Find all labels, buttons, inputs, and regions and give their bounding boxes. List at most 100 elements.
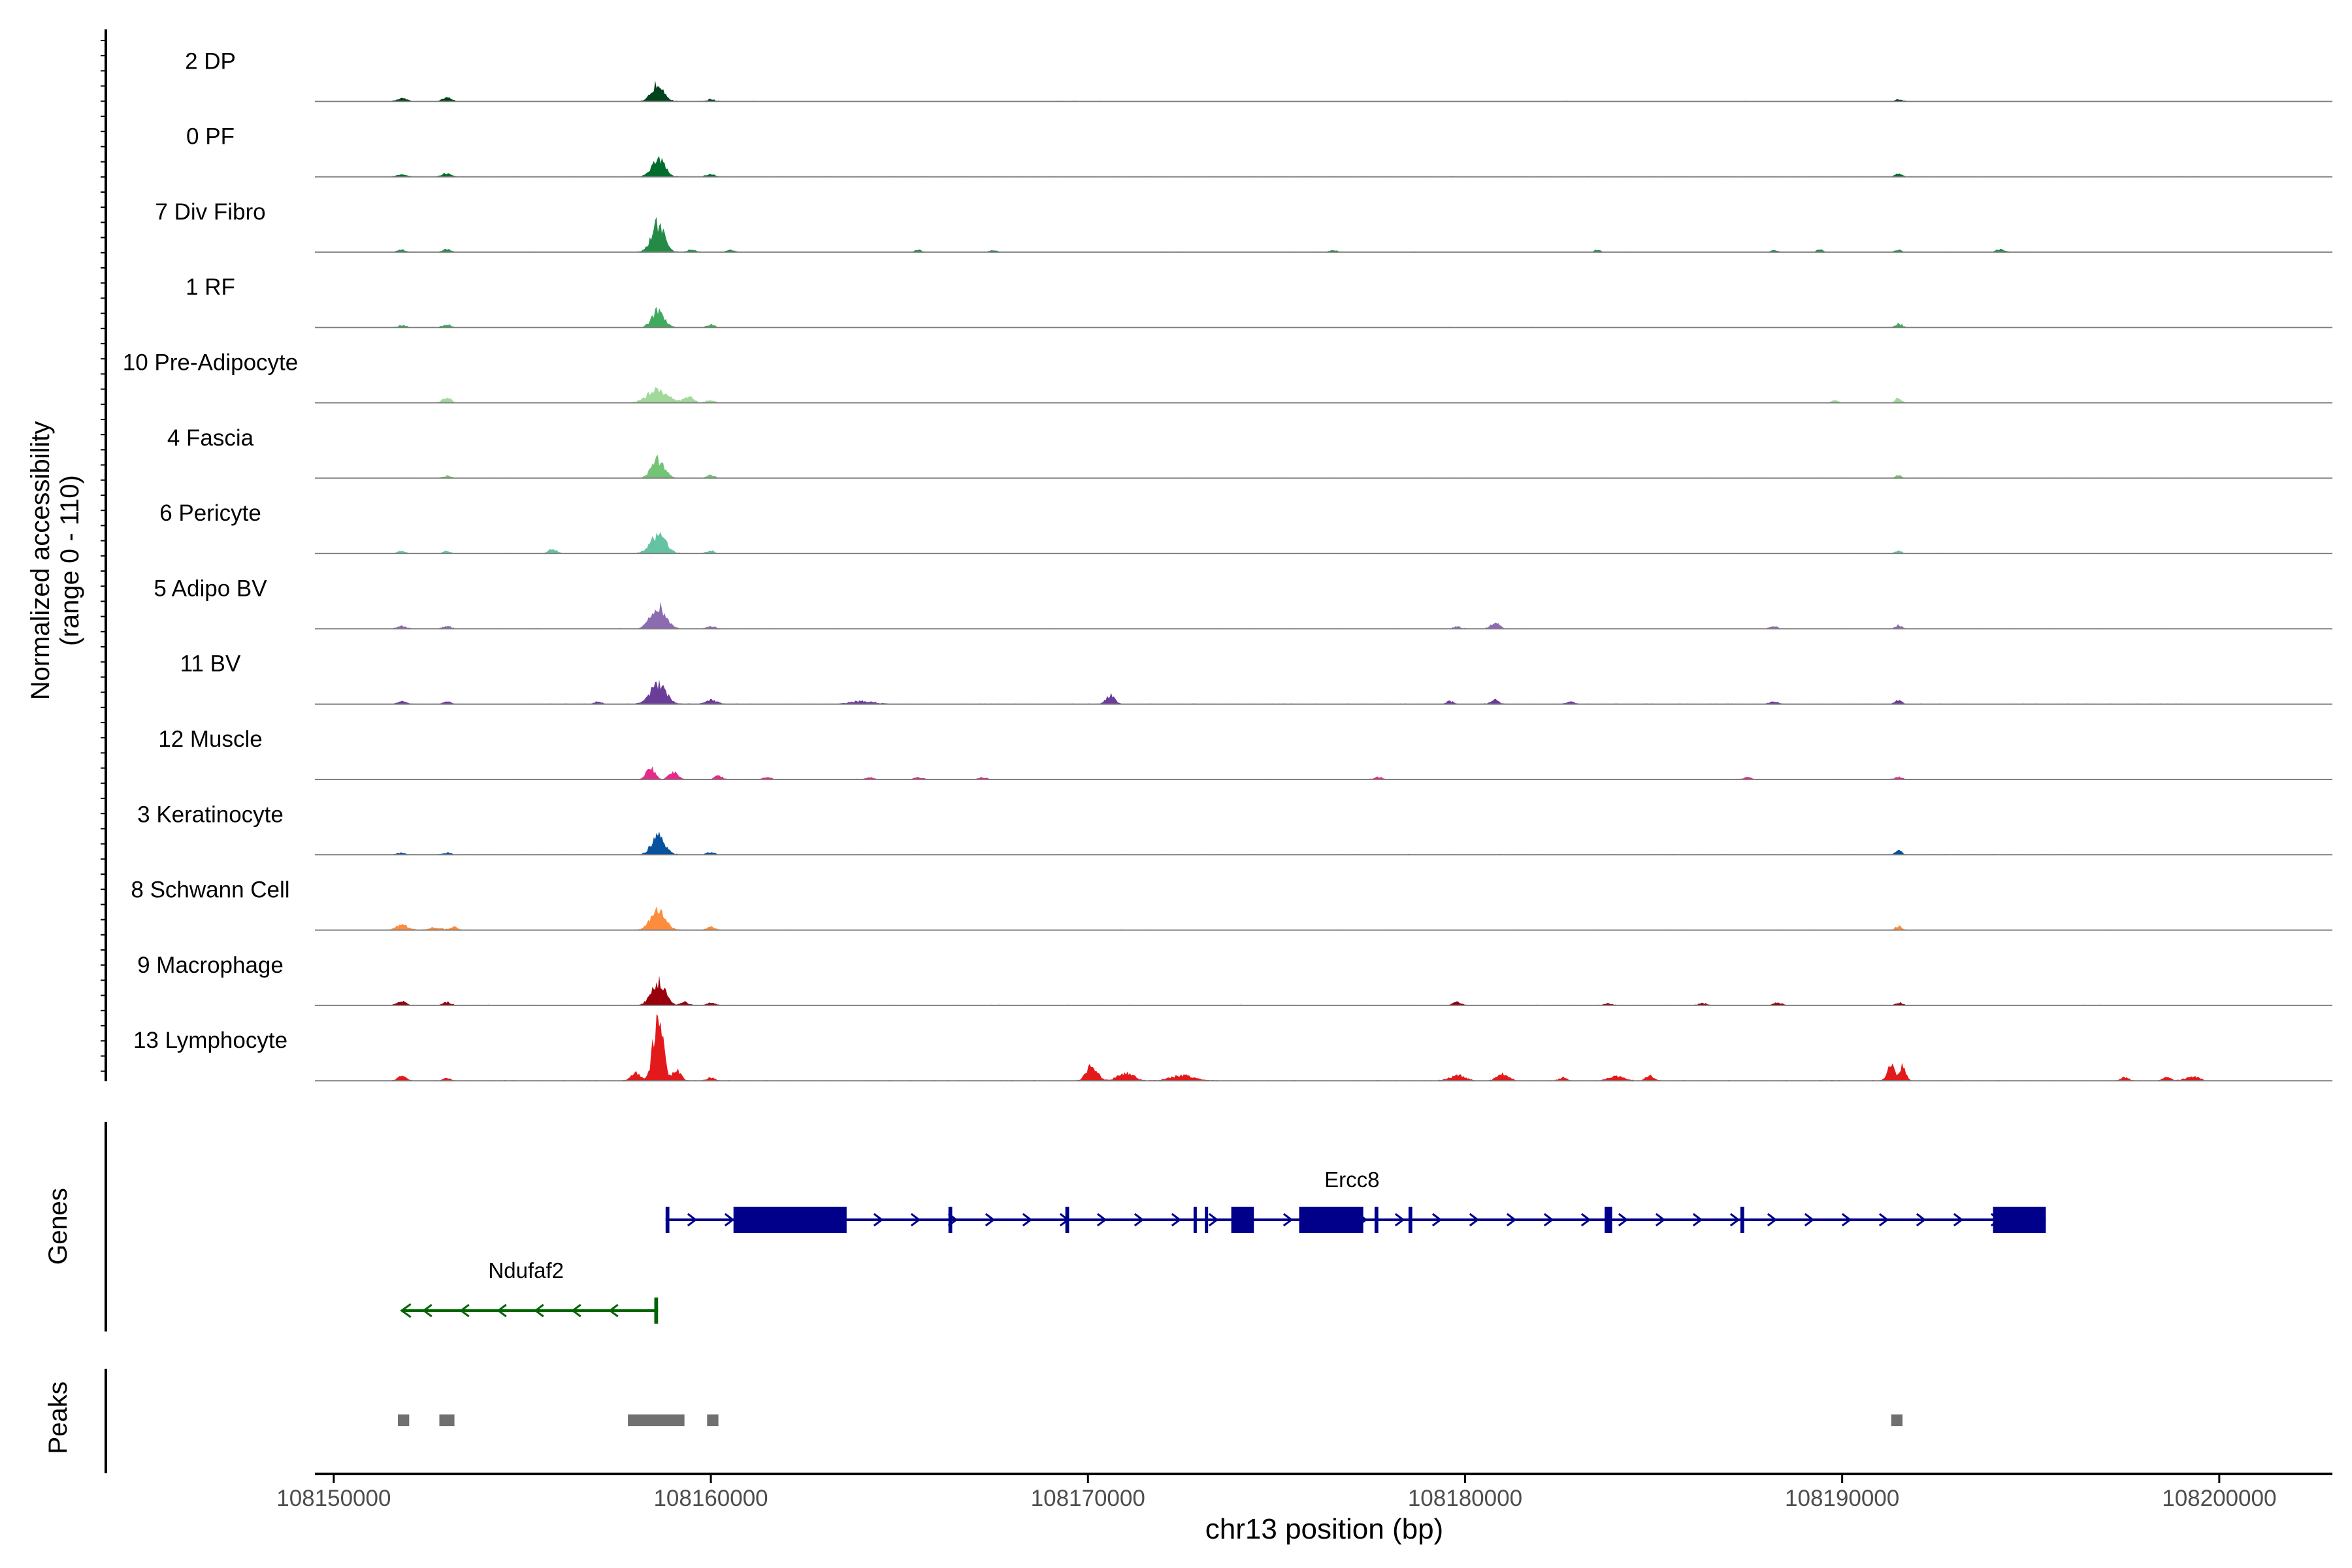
track-8-schwann-cell: 8 Schwann Cell (131, 877, 2332, 931)
strand-chevron (459, 1303, 470, 1318)
coverage-area (360, 156, 2204, 177)
exon (1993, 1207, 2046, 1233)
exon (1605, 1207, 1612, 1233)
exon (654, 1298, 659, 1324)
strand-chevron (1767, 1213, 1778, 1227)
track-2-dp: 2 DP (185, 48, 2332, 103)
track-label: 6 Pericyte (159, 500, 261, 526)
axes: 108150000 108160000 108170000 108180000 1081… (101, 29, 2332, 1511)
track-1-rf: 1 RF (186, 274, 2332, 329)
exon (733, 1207, 847, 1233)
peak-region (707, 1414, 719, 1426)
y-axis-label: Normalized accessibility (26, 421, 55, 700)
coverage-area (360, 455, 2204, 478)
track-label: 2 DP (185, 48, 236, 74)
strand-chevron (534, 1303, 544, 1318)
peak-region (628, 1414, 685, 1426)
track-label: 0 PF (186, 124, 235, 150)
strand-chevron (571, 1303, 581, 1318)
coverage-area (360, 532, 2204, 554)
strand-chevron (497, 1303, 507, 1318)
coverage-area (360, 387, 2204, 403)
coverage-area (360, 80, 2204, 102)
track-6-pericyte: 6 Pericyte (159, 500, 2332, 555)
track-10-pre-adipocyte: 10 Pre-Adipocyte (123, 350, 2332, 404)
strand-chevron (1841, 1213, 1852, 1227)
track-11-bv: 11 BV (180, 651, 2332, 705)
strand-chevron (422, 1303, 433, 1318)
exon (665, 1207, 670, 1233)
strand-chevron (985, 1213, 996, 1227)
track-9-macrophage: 9 Macrophage (137, 953, 2332, 1006)
track-13-lymphocyte: 13 Lymphocyte (133, 1014, 2332, 1082)
exon (1374, 1207, 1379, 1233)
track-label: 9 Macrophage (137, 953, 284, 978)
coverage-area (360, 975, 2204, 1005)
strand-arrow (400, 1303, 412, 1318)
strand-chevron (1543, 1213, 1554, 1227)
strand-chevron (608, 1303, 619, 1318)
x-tick-label: 108160000 (653, 1486, 768, 1511)
coverage-area (360, 217, 2204, 252)
peak-region (439, 1414, 455, 1426)
exon (1205, 1207, 1209, 1233)
track-4-fascia: 4 Fascia (167, 425, 2332, 479)
exon (1408, 1207, 1413, 1233)
strand-chevron (910, 1213, 921, 1227)
strand-chevron (873, 1213, 884, 1227)
strand-chevron (1431, 1213, 1443, 1227)
coverage-area (360, 306, 2204, 328)
track-label: 8 Schwann Cell (131, 877, 289, 903)
track-label: 10 Pre-Adipocyte (123, 350, 298, 376)
strand-chevron (724, 1213, 735, 1227)
coverage-area (360, 906, 2204, 930)
x-tick-label: 108150000 (276, 1486, 391, 1511)
coverage-area (360, 766, 2204, 779)
exon (1740, 1207, 1744, 1233)
peak-region (1891, 1414, 1903, 1426)
strand-chevron (1022, 1213, 1033, 1227)
track-0-pf: 0 PF (186, 124, 2332, 178)
y-axis-label-range: (range 0 - 110) (56, 475, 84, 646)
x-tick-label: 108190000 (1785, 1486, 1899, 1511)
x-tick-label: 108200000 (2162, 1486, 2276, 1511)
strand-chevron (1953, 1213, 1964, 1227)
coverage-area (360, 679, 2204, 704)
exon (1231, 1207, 1254, 1233)
exon (1065, 1207, 1070, 1233)
strand-chevron (1096, 1213, 1107, 1227)
strand-chevron (1580, 1213, 1592, 1227)
strand-chevron (1506, 1213, 1517, 1227)
coverage-tracks: 2 DP 0 PF 7 Div Fibro 1 RF 10 Pre-Adipocyte 4… (123, 48, 2332, 1082)
track-7-div-fibro: 7 Div Fibro (155, 199, 2332, 253)
coverage-area (360, 831, 2204, 855)
track-label: 1 RF (186, 274, 235, 300)
gene-ndufaf2: Ndufaf2 (400, 1258, 659, 1324)
track-label: 5 Adipo BV (154, 576, 267, 601)
peaks-panel-label: Peaks (44, 1381, 73, 1454)
strand-chevron (1878, 1213, 1889, 1227)
track-label: 11 BV (180, 651, 241, 677)
strand-chevron (1655, 1213, 1666, 1227)
track-label: 3 Keratinocyte (137, 802, 284, 827)
exon (948, 1207, 953, 1233)
track-label: 7 Div Fibro (155, 199, 265, 225)
strand-chevron (1692, 1213, 1703, 1227)
strand-chevron (1469, 1213, 1480, 1227)
strand-chevron (1394, 1213, 1405, 1227)
x-axis-label: chr13 position (bp) (1205, 1513, 1443, 1545)
track-12-muscle: 12 Muscle (158, 727, 2332, 780)
track-label: 12 Muscle (158, 727, 263, 752)
genes-panel-label: Genes (44, 1188, 73, 1265)
x-tick-label: 108170000 (1031, 1486, 1145, 1511)
gene-ercc8: Ercc8 (665, 1168, 2046, 1233)
strand-chevron (1804, 1213, 1815, 1227)
strand-chevron (1729, 1213, 1740, 1227)
peaks-track (397, 1414, 1903, 1426)
strand-chevron (1134, 1213, 1145, 1227)
track-5-adipo-bv: 5 Adipo BV (154, 576, 2332, 630)
coverage-area (360, 601, 2204, 629)
exon (1193, 1207, 1197, 1233)
track-label: 4 Fascia (167, 425, 254, 451)
